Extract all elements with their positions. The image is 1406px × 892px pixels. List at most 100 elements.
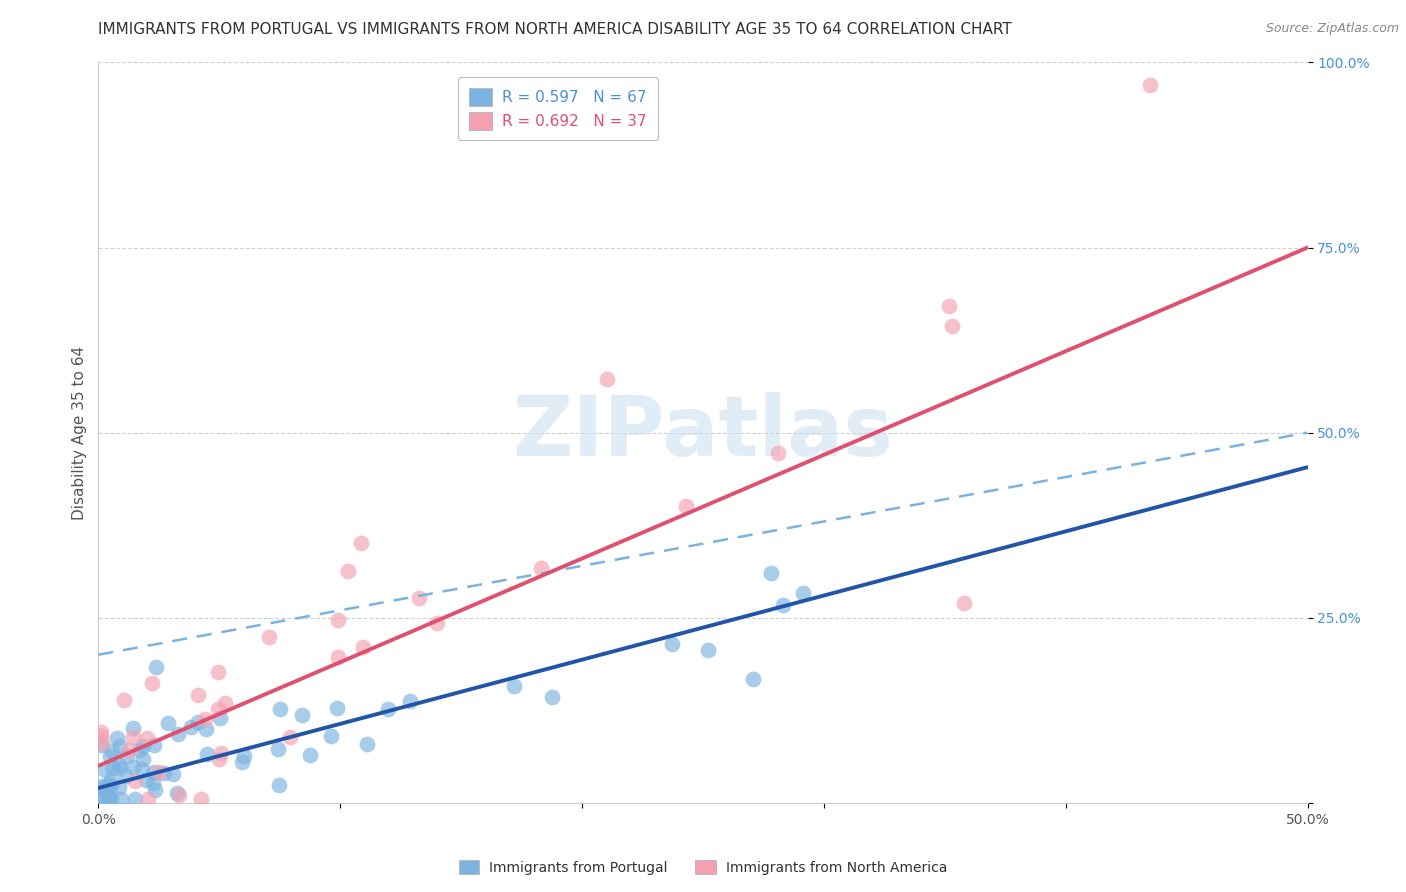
Point: [121, 730, 143, 744]
Point: [207, 665, 229, 680]
Point: [540, 690, 562, 704]
Point: [291, 708, 314, 723]
Point: [1139, 78, 1161, 92]
Point: [112, 692, 135, 706]
Text: ZIPatlas: ZIPatlas: [513, 392, 893, 473]
Point: [142, 738, 165, 752]
Point: [100, 779, 122, 793]
Point: [195, 747, 218, 762]
Legend: Immigrants from Portugal, Immigrants from North America: Immigrants from Portugal, Immigrants fro…: [453, 855, 953, 880]
Point: [399, 693, 422, 707]
Point: [596, 372, 619, 386]
Point: [209, 747, 232, 761]
Point: [143, 783, 166, 797]
Point: [142, 776, 165, 790]
Point: [93, 763, 115, 777]
Point: [187, 688, 209, 702]
Point: [90, 792, 112, 806]
Point: [408, 591, 430, 605]
Point: [90, 736, 112, 750]
Point: [772, 598, 794, 612]
Point: [169, 789, 191, 803]
Point: [90, 738, 112, 752]
Point: [136, 731, 159, 745]
Point: [97, 777, 120, 791]
Point: [136, 792, 159, 806]
Point: [336, 564, 359, 578]
Point: [792, 586, 814, 600]
Point: [122, 760, 145, 774]
Point: [257, 631, 280, 645]
Point: [167, 727, 190, 741]
Point: [231, 755, 253, 769]
Point: [187, 714, 209, 729]
Point: [326, 700, 349, 714]
Point: [90, 725, 112, 739]
Point: [108, 758, 131, 772]
Point: [101, 761, 124, 775]
Point: [90, 780, 112, 795]
Point: [195, 722, 218, 736]
Point: [426, 615, 449, 630]
Point: [132, 739, 155, 753]
Point: [938, 299, 960, 313]
Point: [208, 752, 231, 766]
Point: [269, 702, 291, 716]
Point: [118, 743, 141, 757]
Point: [124, 773, 146, 788]
Point: [121, 721, 143, 735]
Point: [356, 737, 378, 751]
Point: [132, 752, 155, 766]
Point: [97, 789, 120, 804]
Point: [319, 729, 342, 743]
Point: [148, 764, 170, 779]
Point: [91, 792, 114, 806]
Point: [145, 659, 167, 673]
Point: [766, 446, 789, 460]
Point: [759, 566, 782, 580]
Point: [207, 702, 229, 716]
Point: [96, 792, 118, 806]
Point: [299, 747, 322, 762]
Point: [101, 743, 124, 757]
Point: [115, 749, 138, 764]
Point: [166, 786, 188, 800]
Point: [952, 596, 974, 610]
Point: [131, 762, 153, 776]
Point: [162, 767, 184, 781]
Point: [110, 760, 132, 774]
Point: [530, 561, 553, 575]
Point: [675, 499, 697, 513]
Point: [110, 792, 132, 806]
Point: [269, 779, 291, 793]
Point: [128, 743, 150, 757]
Point: [232, 748, 254, 763]
Point: [214, 696, 236, 710]
Point: [267, 742, 290, 756]
Point: [661, 637, 683, 651]
Point: [108, 780, 131, 795]
Point: [326, 649, 349, 664]
Point: [115, 768, 138, 782]
Point: [100, 772, 122, 787]
Point: [98, 748, 121, 763]
Point: [105, 731, 128, 746]
Point: [208, 711, 231, 725]
Point: [194, 713, 217, 727]
Point: [941, 318, 963, 333]
Point: [157, 715, 180, 730]
Point: [124, 792, 146, 806]
Point: [135, 773, 157, 788]
Y-axis label: Disability Age 35 to 64: Disability Age 35 to 64: [72, 345, 87, 520]
Point: [326, 613, 349, 627]
Point: [697, 642, 720, 657]
Point: [180, 720, 202, 734]
Text: IMMIGRANTS FROM PORTUGAL VS IMMIGRANTS FROM NORTH AMERICA DISABILITY AGE 35 TO 6: IMMIGRANTS FROM PORTUGAL VS IMMIGRANTS F…: [98, 22, 1012, 37]
Point: [110, 739, 132, 754]
Point: [350, 535, 373, 549]
Point: [741, 672, 763, 686]
Point: [352, 640, 374, 655]
Text: Source: ZipAtlas.com: Source: ZipAtlas.com: [1265, 22, 1399, 36]
Point: [141, 676, 163, 690]
Point: [91, 779, 114, 793]
